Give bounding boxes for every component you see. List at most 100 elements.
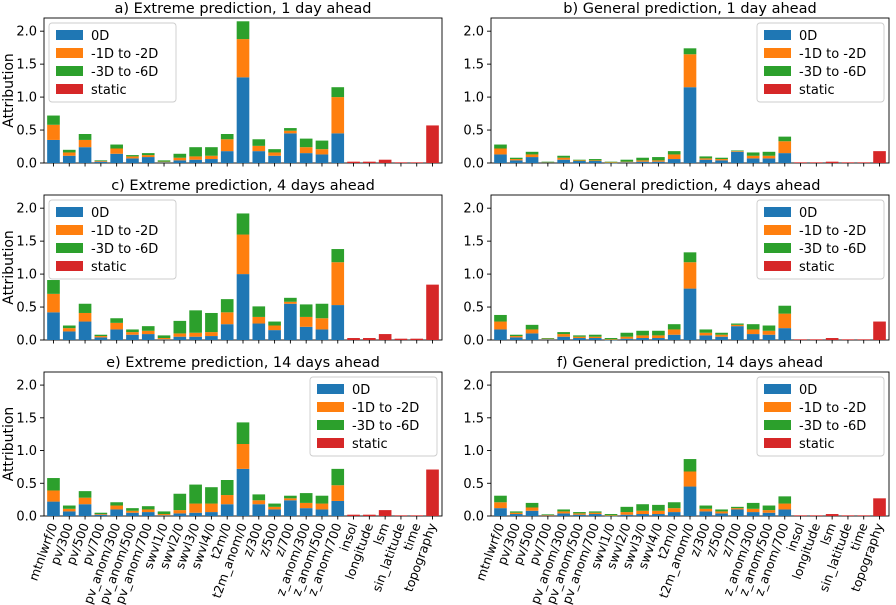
bar--1d-to-2d bbox=[667, 508, 681, 513]
bar--3d-to-6d bbox=[189, 484, 202, 504]
legend-label: 0D bbox=[91, 206, 109, 221]
bar-0d bbox=[299, 326, 313, 340]
bar-0d bbox=[173, 160, 187, 163]
y-tick-label: 1.0 bbox=[463, 444, 484, 459]
legend-swatch bbox=[764, 243, 791, 253]
bar--1d-to-2d bbox=[636, 335, 649, 339]
legend: 0D -1D to -2D -3D to -6D static bbox=[756, 199, 885, 280]
legend: 0D -1D to -2D -3D to -6D static bbox=[756, 376, 885, 457]
legend-label: 0D bbox=[799, 383, 817, 398]
y-tick-label: 2.0 bbox=[463, 202, 484, 217]
bar-0d bbox=[620, 338, 634, 340]
panel-f: f) General prediction, 14 days ahead 0.0 0… bbox=[463, 355, 890, 605]
legend-swatch bbox=[764, 420, 791, 430]
bar-0d bbox=[284, 133, 297, 163]
bar-0d bbox=[731, 326, 744, 340]
bar-0d bbox=[667, 512, 681, 516]
legend-swatch bbox=[56, 243, 83, 253]
bar-0d bbox=[236, 77, 250, 163]
bar--1d-to-2d bbox=[778, 503, 792, 510]
bar--1d-to-2d bbox=[173, 510, 187, 514]
bar--3d-to-6d bbox=[494, 144, 507, 149]
legend-label: -1D to -2D bbox=[799, 47, 866, 62]
bar-static bbox=[794, 515, 807, 516]
bar--1d-to-2d bbox=[284, 130, 297, 134]
panel-title: b) General prediction, 1 day ahead bbox=[563, 1, 816, 17]
bar--1d-to-2d bbox=[189, 156, 202, 160]
bar--1d-to-2d bbox=[157, 161, 171, 163]
legend-label: -1D to -2D bbox=[799, 401, 866, 416]
bar-0d bbox=[126, 512, 139, 516]
bar--3d-to-6d bbox=[778, 496, 792, 504]
panel-title: e) Extreme prediction, 14 days ahead bbox=[106, 355, 380, 371]
bar--1d-to-2d bbox=[731, 508, 744, 510]
bar--3d-to-6d bbox=[205, 487, 218, 504]
bar-static bbox=[378, 159, 392, 163]
bar-0d bbox=[525, 333, 539, 340]
legend: 0D -1D to -2D -3D to -6D static bbox=[756, 22, 885, 103]
bar--3d-to-6d bbox=[331, 249, 345, 263]
bar--1d-to-2d bbox=[331, 485, 345, 501]
bar-0d bbox=[525, 510, 539, 516]
legend-swatch bbox=[56, 30, 83, 40]
bar-0d bbox=[157, 339, 171, 340]
bar-0d bbox=[588, 514, 602, 516]
bar--3d-to-6d bbox=[284, 495, 297, 499]
bar-0d bbox=[315, 329, 329, 340]
bar-0d bbox=[94, 161, 108, 163]
bar-static bbox=[841, 162, 855, 163]
bar-0d bbox=[173, 513, 187, 516]
bar--3d-to-6d bbox=[189, 310, 202, 333]
bar--3d-to-6d bbox=[110, 318, 123, 323]
bar-static bbox=[378, 510, 392, 516]
bar--3d-to-6d bbox=[47, 115, 60, 125]
bar--3d-to-6d bbox=[315, 495, 329, 504]
bar-static bbox=[841, 515, 855, 516]
bar--3d-to-6d bbox=[62, 505, 76, 509]
y-tick-label: 0.0 bbox=[463, 510, 484, 525]
bar-0d bbox=[78, 504, 92, 516]
bar-static bbox=[857, 339, 871, 340]
bar--3d-to-6d bbox=[252, 306, 266, 317]
y-tick-label: 1.5 bbox=[16, 411, 37, 426]
legend-label: -1D to -2D bbox=[352, 401, 419, 416]
bar--1d-to-2d bbox=[746, 329, 760, 335]
bar--1d-to-2d bbox=[126, 510, 139, 513]
legend-label: 0D bbox=[352, 383, 370, 398]
bar--1d-to-2d bbox=[268, 325, 281, 331]
bar--3d-to-6d bbox=[284, 128, 297, 131]
bar--1d-to-2d bbox=[494, 148, 507, 155]
bar--1d-to-2d bbox=[315, 503, 329, 510]
legend-swatch bbox=[764, 438, 791, 448]
bar--3d-to-6d bbox=[189, 147, 202, 157]
bar--3d-to-6d bbox=[331, 468, 345, 486]
bar--3d-to-6d bbox=[715, 332, 728, 335]
bar-0d bbox=[141, 334, 155, 340]
bar--3d-to-6d bbox=[509, 157, 523, 160]
bar-0d bbox=[315, 509, 329, 516]
legend-swatch bbox=[56, 207, 83, 217]
legend-swatch bbox=[764, 261, 791, 271]
bar-0d bbox=[189, 512, 202, 516]
bar-0d bbox=[47, 312, 60, 340]
bar--3d-to-6d bbox=[557, 155, 570, 158]
bar--1d-to-2d bbox=[189, 332, 202, 337]
bar--3d-to-6d bbox=[636, 330, 649, 336]
bar--3d-to-6d bbox=[715, 509, 728, 512]
bar--3d-to-6d bbox=[683, 48, 697, 55]
bar-0d bbox=[731, 509, 744, 516]
bar--3d-to-6d bbox=[541, 514, 555, 516]
bar--3d-to-6d bbox=[620, 332, 634, 337]
bar-0d bbox=[315, 154, 329, 163]
y-tick-label: 0.0 bbox=[463, 334, 484, 349]
bar--3d-to-6d bbox=[683, 459, 697, 472]
bar--3d-to-6d bbox=[78, 491, 92, 498]
bar-0d bbox=[94, 337, 108, 340]
legend-label: static bbox=[799, 260, 835, 275]
bar-0d bbox=[762, 334, 776, 340]
y-tick-label: 0.5 bbox=[463, 477, 484, 492]
bar--1d-to-2d bbox=[620, 512, 634, 515]
legend-swatch bbox=[317, 402, 344, 412]
y-tick-label: 2.0 bbox=[463, 379, 484, 394]
bar--1d-to-2d bbox=[525, 507, 539, 511]
